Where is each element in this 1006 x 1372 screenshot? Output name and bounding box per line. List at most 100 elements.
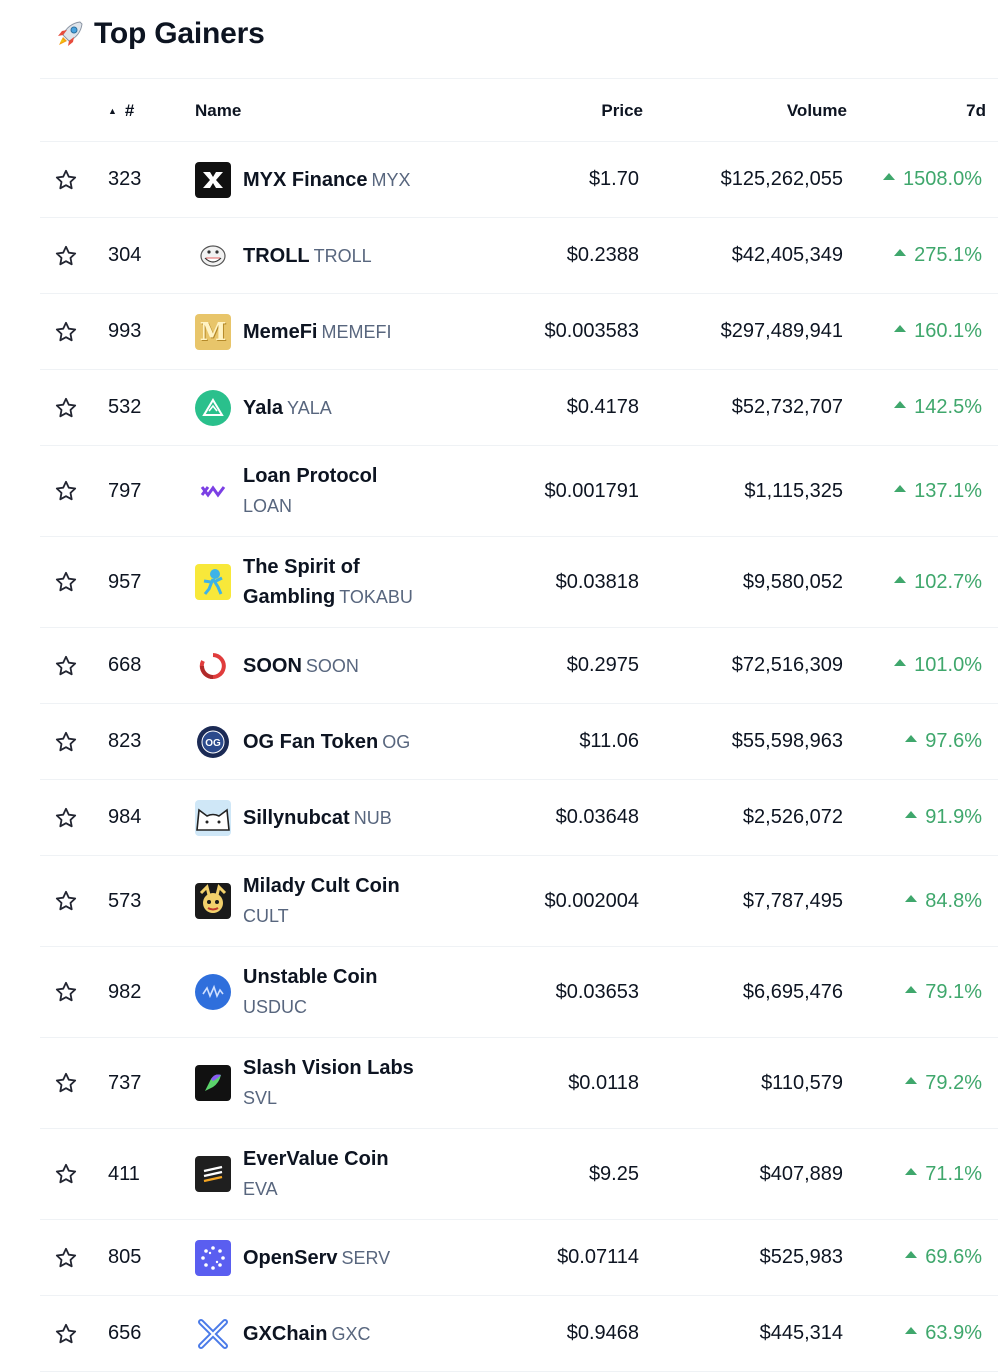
table-row[interactable]: 737 Slash Vision Labs SVL $0.0118 $110,57… [40, 1038, 998, 1129]
column-header-price[interactable]: Price [601, 101, 643, 120]
coin-name[interactable]: Unstable Coin [243, 966, 378, 988]
table-row[interactable]: 805 OpenServ SERV $0.07114 $525,983 69.6% [40, 1220, 998, 1296]
memefi-logo: M [195, 294, 231, 369]
coin-symbol: SERV [341, 1247, 391, 1268]
column-header-7d[interactable]: 7d [966, 101, 986, 120]
column-header-volume[interactable]: Volume [786, 101, 847, 120]
coin-7d-change: 101.0% [894, 628, 982, 703]
coin-name[interactable]: Yala [243, 396, 284, 419]
coin-name-cell[interactable]: EverValue Coin EVA [243, 1129, 503, 1219]
coin-price: $9.25 [588, 1162, 639, 1185]
coin-7d-change: 69.6% [905, 1220, 982, 1295]
coin-name[interactable]: OpenServ [243, 1246, 338, 1269]
coin-name-cell[interactable]: Milady Cult Coin CULT [243, 856, 503, 946]
coin-name[interactable]: EverValue Coin [243, 1148, 389, 1170]
watchlist-star-icon[interactable] [54, 704, 78, 779]
watchlist-star-icon[interactable] [54, 1038, 78, 1128]
table-row[interactable]: 984 Sillynubcat NUB $0.03648 $2,526,072 9… [40, 780, 998, 856]
coin-name-cell[interactable]: TROLL TROLL [243, 218, 503, 293]
myx-logo [195, 142, 231, 217]
watchlist-star-icon[interactable] [54, 142, 78, 217]
coin-price: $1.70 [588, 168, 639, 190]
coin-symbol: OG [382, 731, 411, 752]
watchlist-star-icon[interactable] [54, 294, 78, 369]
caret-up-icon [905, 985, 918, 993]
coin-name[interactable]: MYX Finance [243, 168, 368, 191]
coin-symbol: LOAN [243, 496, 293, 516]
coin-name[interactable]: OG Fan Token [243, 730, 379, 753]
table-row[interactable]: 957 The Spirit of Gambling TOKABU $0.0381… [40, 537, 998, 628]
watchlist-star-icon[interactable] [54, 628, 78, 703]
table-row[interactable]: 573 Milady Cult Coin CULT $0.002004 $7,78… [40, 856, 998, 947]
coin-name[interactable]: MemeFi [243, 320, 318, 343]
watchlist-star-icon[interactable] [54, 446, 78, 536]
tokabu-logo [195, 537, 231, 627]
coin-name-cell[interactable]: GXChain GXC [243, 1296, 503, 1371]
coin-price: $0.2388 [566, 244, 639, 266]
watchlist-star-icon[interactable] [54, 1220, 78, 1295]
watchlist-star-icon[interactable] [54, 537, 78, 627]
table-row[interactable]: 823 OG OG Fan Token OG $11.06 $55,598,963… [40, 704, 998, 780]
table-row[interactable]: 668 SOON SOON $0.2975 $72,516,309 101.0% [40, 628, 998, 704]
watchlist-star-icon[interactable] [54, 947, 78, 1037]
coin-volume: $1,115,325 [744, 479, 843, 502]
caret-up-icon [905, 1327, 918, 1334]
coin-volume: $9,580,052 [742, 570, 843, 593]
watchlist-star-icon[interactable] [54, 218, 78, 293]
coin-name[interactable]: Slash Vision Labs [243, 1057, 414, 1079]
coin-name-cell[interactable]: Yala YALA [243, 370, 503, 445]
coin-name[interactable]: GXChain [243, 1322, 328, 1345]
coin-rank: 411 [108, 1162, 140, 1185]
watchlist-star-icon[interactable] [54, 856, 78, 946]
nub-logo [195, 780, 231, 855]
caret-up-icon [905, 1076, 918, 1084]
coin-price: $0.0118 [568, 1071, 639, 1094]
table-row[interactable]: 323 MYX Finance MYX $1.70 $125,262,055 15… [40, 142, 998, 218]
coin-name-cell[interactable]: Sillynubcat NUB [243, 780, 503, 855]
coin-name[interactable]: The Spirit of Gambling [243, 556, 360, 608]
coin-symbol: SVL [243, 1088, 278, 1108]
coin-name-cell[interactable]: MemeFi MEMEFI [243, 294, 503, 369]
coin-name-cell[interactable]: Unstable Coin USDUC [243, 947, 503, 1037]
table-row[interactable]: 982 Unstable Coin USDUC $0.03653 $6,695,4… [40, 947, 998, 1038]
watchlist-star-icon[interactable] [54, 370, 78, 445]
cult-logo [195, 856, 231, 946]
coin-rank: 304 [108, 244, 142, 266]
watchlist-star-icon[interactable] [54, 1129, 78, 1219]
column-header-rank[interactable]: ▲ # [108, 101, 135, 120]
caret-up-icon [894, 401, 907, 408]
coin-name[interactable]: Sillynubcat [243, 806, 350, 829]
table-row[interactable]: 993 M MemeFi MEMEFI $0.003583 $297,489,94… [40, 294, 998, 370]
caret-up-icon [905, 1251, 918, 1258]
table-row[interactable]: 656 GXChain GXC $0.9468 $445,314 63.9% [40, 1296, 998, 1372]
coin-symbol: EVA [243, 1179, 278, 1199]
coin-price: $0.07114 [557, 1246, 639, 1268]
coin-name-cell[interactable]: Slash Vision Labs SVL [243, 1038, 503, 1128]
watchlist-star-icon[interactable] [54, 780, 78, 855]
caret-up-icon [905, 894, 918, 902]
coin-rank: 957 [108, 570, 142, 593]
coin-name-cell[interactable]: MYX Finance MYX [243, 142, 503, 217]
coin-price: $0.003583 [544, 320, 639, 342]
coin-name[interactable]: SOON [243, 654, 302, 677]
coin-rank: 668 [108, 654, 142, 676]
watchlist-star-icon[interactable] [54, 1296, 78, 1371]
table-row[interactable]: 532 Yala YALA $0.4178 $52,732,707 142.5% [40, 370, 998, 446]
coin-rank: 993 [108, 320, 142, 342]
coin-name-cell[interactable]: Loan Protocol LOAN [243, 446, 503, 536]
table-row[interactable]: 304 TROLL TROLL $0.2388 $42,405,349 275.1… [40, 218, 998, 294]
coin-name-cell[interactable]: SOON SOON [243, 628, 503, 703]
table-row[interactable]: 797 Loan Protocol LOAN $0.001791 $1,115,3… [40, 446, 998, 537]
coin-name[interactable]: TROLL [243, 244, 310, 267]
table-row[interactable]: 411 EverValue Coin EVA $9.25 $407,889 71.… [40, 1129, 998, 1220]
gxc-logo [195, 1296, 231, 1371]
coin-volume: $2,526,072 [742, 806, 843, 828]
soon-logo [195, 628, 231, 703]
column-header-name[interactable]: Name [195, 101, 242, 120]
coin-name-cell[interactable]: OG Fan Token OG [243, 704, 503, 779]
coin-name[interactable]: Milady Cult Coin [243, 875, 400, 897]
coin-name-cell[interactable]: The Spirit of Gambling TOKABU [243, 537, 503, 627]
coin-name[interactable]: Loan Protocol [243, 465, 378, 487]
coin-name-cell[interactable]: OpenServ SERV [243, 1220, 503, 1295]
coin-symbol: TROLL [313, 245, 372, 266]
